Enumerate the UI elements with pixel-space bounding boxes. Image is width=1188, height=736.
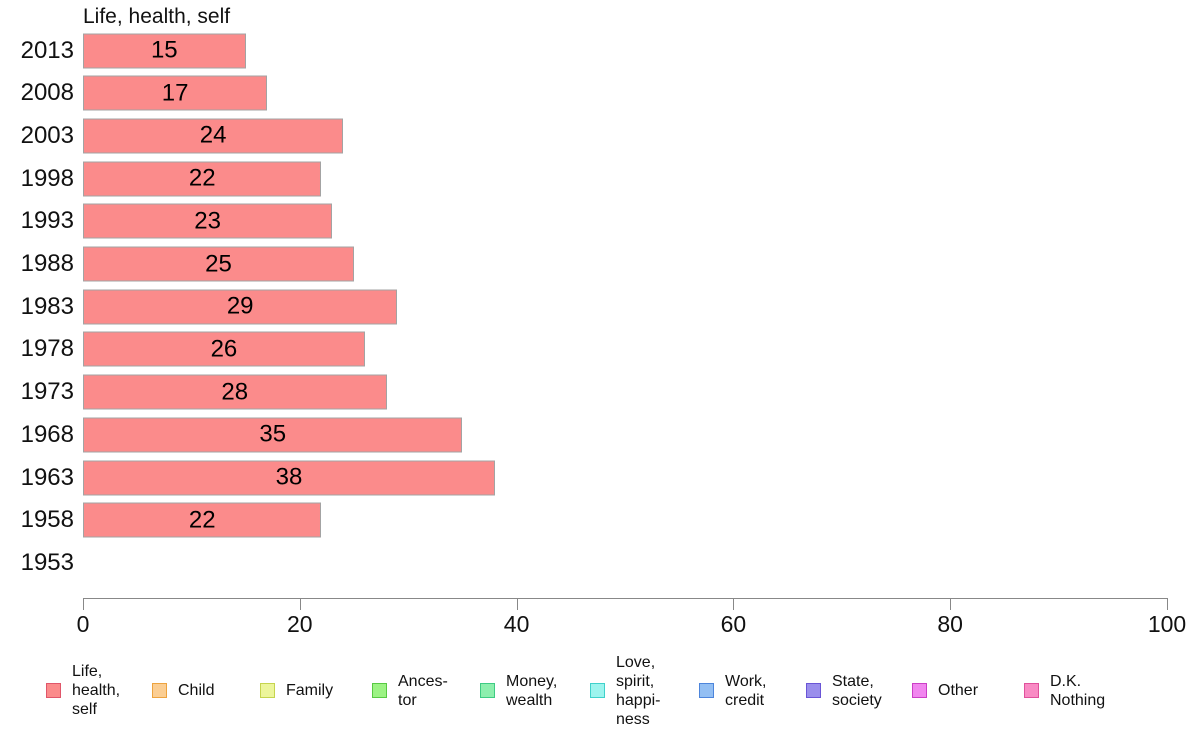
legend-swatch xyxy=(590,683,605,698)
legend-item: Money, wealth xyxy=(480,645,557,736)
legend-item: Other xyxy=(912,645,978,736)
legend-label: Life, health, self xyxy=(72,663,121,718)
legend-item: Love, spirit, happi- ness xyxy=(590,645,660,736)
legend-label: Love, spirit, happi- ness xyxy=(616,653,661,728)
y-axis-label: 1988 xyxy=(20,250,74,277)
bar: 22 xyxy=(83,502,322,538)
legend-item: Child xyxy=(152,645,214,736)
bar-value-label: 22 xyxy=(188,506,216,534)
y-axis-label: 2008 xyxy=(20,79,74,107)
legend-label: Other xyxy=(938,682,979,699)
legend-label: Money, wealth xyxy=(506,672,558,709)
legend-swatch xyxy=(699,683,714,698)
legend-swatch xyxy=(806,683,821,698)
legend-item: Ances- tor xyxy=(372,645,448,736)
legend-item: Work, credit xyxy=(699,645,766,736)
x-tick-label: 20 xyxy=(287,611,313,637)
y-axis-label: 1968 xyxy=(20,420,74,448)
bar-value-label: 29 xyxy=(226,292,254,320)
bar-value-label: 24 xyxy=(199,121,227,149)
bar: 26 xyxy=(83,331,365,367)
x-tick xyxy=(733,598,735,610)
bar: 24 xyxy=(83,118,344,154)
y-axis-label: 1993 xyxy=(20,207,74,235)
legend-label: Child xyxy=(178,682,215,699)
y-axis-label: 1953 xyxy=(20,548,74,576)
y-axis-label: 2003 xyxy=(20,121,74,149)
x-tick xyxy=(83,598,84,610)
legend-label: Ances- tor xyxy=(398,672,448,709)
y-axis-label: 1978 xyxy=(20,335,74,363)
legend-swatch xyxy=(372,683,387,698)
y-axis-label: 1983 xyxy=(20,292,74,320)
x-tick-label: 0 xyxy=(76,611,90,637)
bar: 29 xyxy=(83,289,398,325)
x-tick xyxy=(299,598,301,610)
x-tick-label: 60 xyxy=(720,611,747,637)
x-tick xyxy=(516,598,518,610)
bar: 17 xyxy=(83,75,268,111)
bar: 15 xyxy=(83,33,246,68)
bar: 22 xyxy=(83,161,322,197)
legend-label: Family xyxy=(286,682,334,699)
legend-swatch xyxy=(480,683,495,698)
x-tick-label: 80 xyxy=(937,611,963,637)
legend-item: Life, health, self xyxy=(46,645,120,736)
bar: 28 xyxy=(83,374,387,410)
bar-value-label: 25 xyxy=(205,250,232,277)
legend-label: State, society xyxy=(832,672,882,709)
legend-swatch xyxy=(912,683,927,698)
legend-label: D.K. Nothing xyxy=(1050,672,1106,709)
x-tick xyxy=(950,598,952,610)
bar: 35 xyxy=(83,417,463,453)
y-axis-label: 1998 xyxy=(20,164,74,192)
legend-swatch xyxy=(46,683,61,698)
legend-item: D.K. Nothing xyxy=(1024,645,1105,736)
bar-value-label: 38 xyxy=(275,463,303,491)
legend-swatch xyxy=(1024,683,1039,698)
bar-value-label: 15 xyxy=(150,36,178,64)
chart-title: Life, health, self xyxy=(83,5,231,28)
bar-value-label: 28 xyxy=(221,378,249,406)
legend-label: Work, credit xyxy=(725,672,767,709)
x-axis-line xyxy=(83,598,1168,599)
bar-value-label: 17 xyxy=(161,79,189,107)
x-tick-label: 40 xyxy=(503,611,530,637)
y-axis-label: 1963 xyxy=(20,463,74,491)
bar: 25 xyxy=(83,246,354,282)
bar-value-label: 26 xyxy=(210,335,238,363)
legend-swatch xyxy=(260,683,275,698)
bar: 23 xyxy=(83,203,333,239)
legend-item: Family xyxy=(260,645,333,736)
legend-item: State, society xyxy=(806,645,882,736)
legend-swatch xyxy=(152,683,167,698)
y-axis-label: 1958 xyxy=(20,506,74,534)
bar-value-label: 22 xyxy=(188,164,216,192)
bar-value-label: 23 xyxy=(194,207,221,235)
y-axis-label: 2013 xyxy=(20,36,74,64)
bar-value-label: 35 xyxy=(259,420,287,448)
x-tick-label: 100 xyxy=(1147,611,1187,637)
y-axis-label: 1973 xyxy=(20,378,74,406)
x-tick xyxy=(1167,598,1168,610)
bar: 38 xyxy=(83,460,495,495)
